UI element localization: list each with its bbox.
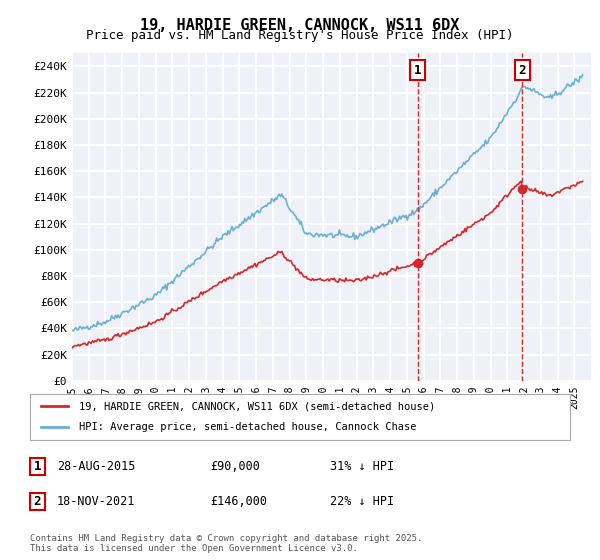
- Text: HPI: Average price, semi-detached house, Cannock Chase: HPI: Average price, semi-detached house,…: [79, 422, 416, 432]
- Text: 31% ↓ HPI: 31% ↓ HPI: [330, 460, 394, 473]
- Text: 18-NOV-2021: 18-NOV-2021: [57, 494, 136, 508]
- Text: 19, HARDIE GREEN, CANNOCK, WS11 6DX (semi-detached house): 19, HARDIE GREEN, CANNOCK, WS11 6DX (sem…: [79, 401, 435, 411]
- Text: 2: 2: [518, 64, 526, 77]
- Text: Price paid vs. HM Land Registry's House Price Index (HPI): Price paid vs. HM Land Registry's House …: [86, 29, 514, 42]
- Text: 22% ↓ HPI: 22% ↓ HPI: [330, 494, 394, 508]
- Text: 19, HARDIE GREEN, CANNOCK, WS11 6DX: 19, HARDIE GREEN, CANNOCK, WS11 6DX: [140, 18, 460, 33]
- Text: 1: 1: [414, 64, 422, 77]
- Text: 2: 2: [34, 494, 41, 508]
- Text: £146,000: £146,000: [210, 494, 267, 508]
- Text: Contains HM Land Registry data © Crown copyright and database right 2025.
This d: Contains HM Land Registry data © Crown c…: [30, 534, 422, 553]
- Text: 28-AUG-2015: 28-AUG-2015: [57, 460, 136, 473]
- Text: £90,000: £90,000: [210, 460, 260, 473]
- Text: 1: 1: [34, 460, 41, 473]
